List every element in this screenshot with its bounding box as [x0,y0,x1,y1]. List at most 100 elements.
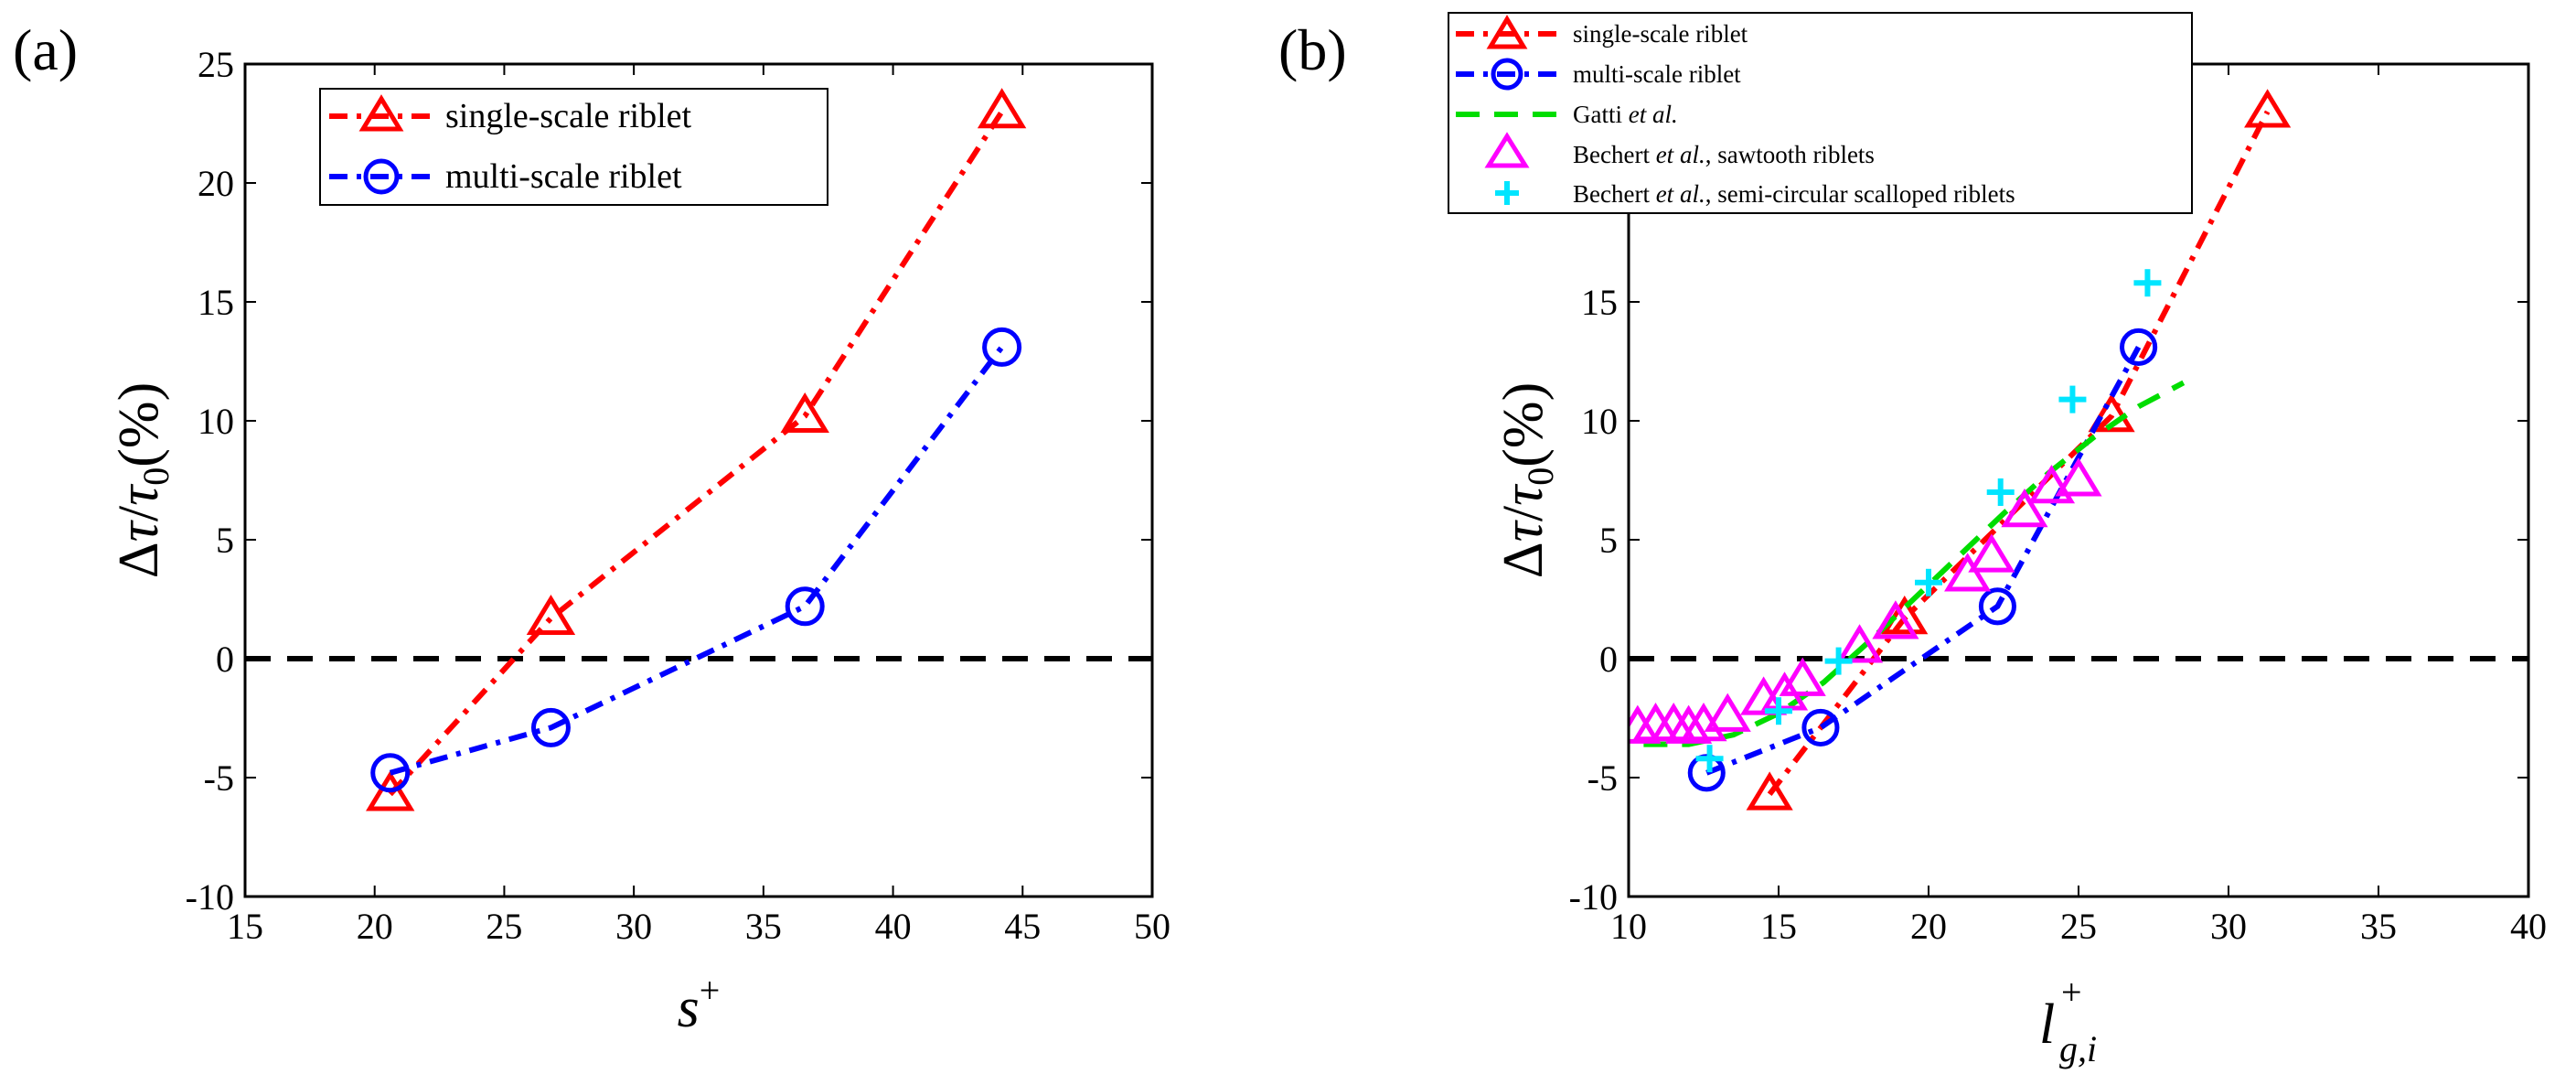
legend-b-multi-marker [1491,58,1523,91]
legend-a-single-label: single-scale riblet [445,97,692,135]
x-tick-label: 40 [2510,906,2547,947]
data-point [2088,393,2135,433]
data-point [1915,568,1942,596]
x-tick-label: 15 [227,906,263,947]
data-point [1835,624,1884,663]
panel-b: (b) 10 15 20 25 30 35 40 -10 -5 0 5 10 15 Δτ/τ0(%) l… [1278,12,2547,1069]
series-gatti-et-al [1643,380,2186,747]
legend-b-multi-label: multi-scale riblet [1573,60,1741,88]
series-line [1643,380,2186,747]
data-point [1629,704,1662,744]
data-point [1872,600,1919,639]
y-tick-label: 15 [1581,282,1618,323]
legend-a-box [319,88,828,206]
series-line [1767,110,2271,797]
data-point [1978,587,2016,626]
x-tick-label: 20 [1910,906,1947,947]
data-point [1986,478,2015,506]
legend-b-gatti-label: Gatti et al. [1573,101,1678,128]
panel-a-label: (a) [13,17,78,82]
data-point [1801,708,1840,746]
data-point [370,753,411,793]
legend-b-single-marker [1486,15,1528,49]
panel-a: (a) 15 20 25 30 35 40 45 50 -10 -5 0 5 10 15 20 25 Δτ/τ… [13,17,1170,1039]
data-point [1665,704,1713,744]
series-line [388,110,1005,797]
series-single-scale-riblet [1746,89,2292,811]
x-tick-label: 25 [486,906,522,947]
data-point [1746,771,1793,811]
data-point [1650,703,1697,742]
series-bechert-et-al-sawtooth-riblets [1629,457,2102,744]
legend-b-scalloped-label: Bechert et al., semi-circular scalloped … [1573,180,2015,208]
x-axis-label-b: l + g,i [2039,972,2097,1069]
y-axis-label-a: Δτ/τ0(%) [108,382,176,578]
y-tick-label: 5 [216,520,234,561]
x-tick-label: 20 [357,906,393,947]
x-tick-label: 30 [2210,906,2247,947]
x-tick-label: 50 [1134,906,1170,947]
data-point [526,594,576,636]
y-tick-label: 0 [216,639,234,680]
data-point [1765,697,1792,725]
data-point [2027,465,2076,504]
x-tick-label: 30 [615,906,652,947]
legend-b-scalloped-marker [1495,181,1519,205]
data-point [1968,533,2015,573]
data-point [2133,269,2162,297]
data-point [977,88,1027,129]
x-tick-label: 35 [2360,906,2397,947]
plot-a-frame [243,62,1154,898]
data-point [530,707,571,747]
y-tick-label: -5 [204,757,234,799]
svg-text:l: l [2039,993,2055,1056]
y-tick-label: -10 [1569,876,1618,918]
legend-b-box [1448,12,2193,214]
legend-b: single-scale riblet multi-scale riblet G… [1448,12,2193,214]
y-tick-label: -5 [1587,757,1618,799]
legend-b-sawtooth-marker [1484,132,1530,168]
data-point [1824,647,1853,675]
y-tick-label: 5 [1599,520,1618,561]
y-tick-label: 0 [1599,639,1618,680]
data-point [2001,489,2048,528]
data-point [2055,457,2102,497]
y-axis-label-b: Δτ/τ0(%) [1492,382,1561,578]
x-tick-label: 10 [1610,906,1647,947]
legend-a-multi-marker [363,158,400,195]
data-point [785,586,825,627]
legend-b-sawtooth-label: Bechert et al., sawtooth riblets [1573,141,1875,168]
data-point [982,327,1022,367]
data-point [366,770,415,811]
y-tick-label: 10 [1581,401,1618,442]
legend-b-single-label: single-scale riblet [1573,20,1748,48]
y-tick-label: 15 [198,282,234,323]
x-tick-label: 35 [745,906,782,947]
x-tick-label: 45 [1004,906,1041,947]
data-point [1695,745,1724,773]
data-point [1704,693,1751,732]
svg-text:+: + [2061,972,2082,1013]
y-tick-label: 10 [198,401,234,442]
legend-a: single-scale riblet multi-scale riblet [319,88,828,206]
y-tick-label: -10 [186,876,234,918]
data-point [1779,657,1826,696]
x-axis-label-a: s+ [678,970,721,1039]
y-tick-label: 25 [198,44,234,85]
panel-b-label: (b) [1278,17,1347,82]
data-point [780,392,829,434]
series-line [389,345,1004,776]
legend-a-single-marker [358,94,404,132]
series-multi-scale-riblet [370,327,1022,793]
legend-a-multi-label: multi-scale riblet [445,157,682,196]
series-bechert-et-al-semi-circular-scalloped-riblets [1695,269,2162,773]
svg-text:g,i: g,i [2059,1028,2097,1069]
y-tick-label: 20 [198,163,234,204]
x-tick-label: 15 [1760,906,1797,947]
x-tick-label: 25 [2060,906,2097,947]
data-point [1944,553,1992,592]
x-tick-label: 40 [875,906,912,947]
data-point [2244,89,2292,128]
data-point [2120,328,2158,366]
data-point [2058,385,2087,413]
